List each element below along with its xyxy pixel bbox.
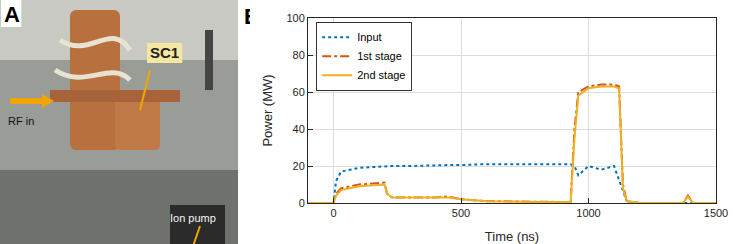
svg-text:60: 60 <box>293 86 305 98</box>
svg-text:2nd stage: 2nd stage <box>357 69 405 81</box>
svg-text:500: 500 <box>452 207 470 219</box>
svg-text:Power (MW): Power (MW) <box>260 74 275 146</box>
svg-text:80: 80 <box>293 49 305 61</box>
svg-text:1st stage: 1st stage <box>357 50 402 62</box>
svg-text:Ion pump: Ion pump <box>170 212 216 224</box>
svg-text:Input: Input <box>357 31 381 43</box>
svg-text:0: 0 <box>330 207 336 219</box>
html-text:B: B <box>244 4 260 29</box>
svg-text:1000: 1000 <box>576 207 600 219</box>
svg-text:40: 40 <box>293 123 305 135</box>
svg-text:20: 20 <box>293 160 305 172</box>
svg-text:1500: 1500 <box>704 207 728 219</box>
svg-text:RF in: RF in <box>8 115 34 127</box>
svg-text:100: 100 <box>286 12 304 24</box>
svg-text:Time (ns): Time (ns) <box>485 229 539 244</box>
svg-text:0: 0 <box>299 197 305 209</box>
svg-text:SC1: SC1 <box>150 44 179 61</box>
svg-text:A: A <box>4 2 20 27</box>
